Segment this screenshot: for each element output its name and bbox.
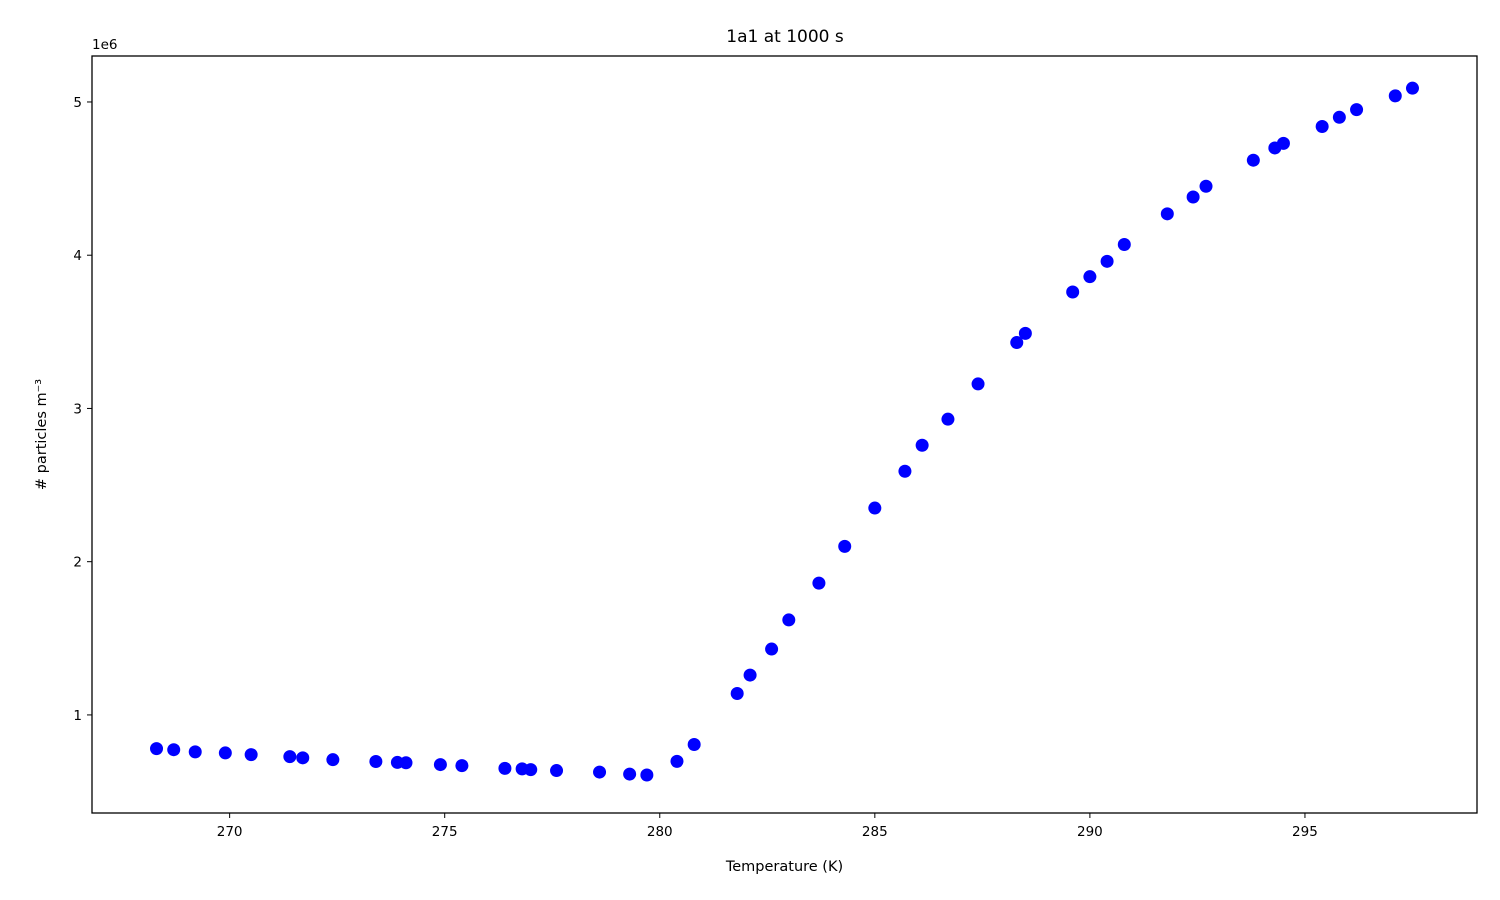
plot-frame [91, 55, 1478, 814]
data-point [1083, 270, 1097, 284]
data-point [1350, 103, 1364, 117]
y-offset-label: 1e6 [92, 37, 117, 53]
x-tick-label: 285 [862, 824, 888, 840]
y-tick-label: 4 [73, 248, 82, 264]
x-axis-ticks: 270 275 280 285 290 295 [217, 813, 1318, 840]
data-point [1117, 237, 1131, 251]
data-point [915, 438, 929, 452]
x-tick-label: 295 [1292, 824, 1318, 840]
data-point [399, 756, 413, 770]
data-point [971, 377, 985, 391]
x-axis-label: Temperature (K) [725, 859, 843, 875]
data-point [150, 742, 164, 756]
x-tick-label: 275 [432, 824, 458, 840]
data-point [1332, 110, 1346, 124]
data-point [743, 668, 757, 682]
data-points [150, 81, 1419, 782]
data-point [369, 755, 383, 769]
data-point [640, 768, 654, 782]
data-point [1199, 179, 1213, 193]
data-point [455, 759, 469, 773]
data-point [593, 765, 607, 779]
data-point [838, 539, 852, 553]
data-point [1010, 336, 1024, 350]
data-point [687, 738, 701, 752]
data-point [1388, 89, 1402, 103]
chart-title: 1a1 at 1000 s [726, 27, 844, 47]
x-tick-label: 290 [1077, 824, 1103, 840]
data-point [765, 642, 779, 656]
data-point [1246, 153, 1260, 167]
data-point [868, 501, 882, 515]
y-tick-label: 3 [73, 401, 82, 417]
data-point [1276, 136, 1290, 150]
data-point [1160, 207, 1174, 221]
data-point [218, 746, 232, 760]
data-point [1066, 285, 1080, 299]
data-point [941, 412, 955, 426]
x-tick-label: 270 [217, 824, 243, 840]
data-point [296, 751, 310, 765]
data-point [1018, 326, 1032, 340]
data-point [283, 750, 297, 764]
data-point [1186, 190, 1200, 204]
data-point [898, 464, 912, 478]
data-point [1405, 81, 1419, 95]
x-tick-label: 280 [647, 824, 673, 840]
y-tick-label: 2 [73, 555, 82, 571]
data-point [623, 767, 637, 781]
data-point [730, 686, 744, 700]
data-point [524, 763, 538, 777]
data-point [670, 754, 684, 768]
data-point [812, 576, 826, 590]
y-tick-label: 5 [73, 95, 82, 111]
y-tick-label: 1 [73, 708, 82, 724]
data-point [498, 761, 512, 775]
data-point [188, 745, 202, 759]
data-point [782, 613, 796, 627]
data-point [244, 748, 258, 762]
data-point [433, 758, 447, 772]
y-axis-ticks: 1 2 3 4 5 [73, 95, 92, 724]
data-point [1100, 254, 1114, 268]
data-point [167, 743, 181, 757]
data-point [550, 764, 564, 778]
data-point [1315, 119, 1329, 133]
y-axis-label: # particles m⁻³ [34, 379, 50, 490]
data-point [326, 753, 340, 767]
